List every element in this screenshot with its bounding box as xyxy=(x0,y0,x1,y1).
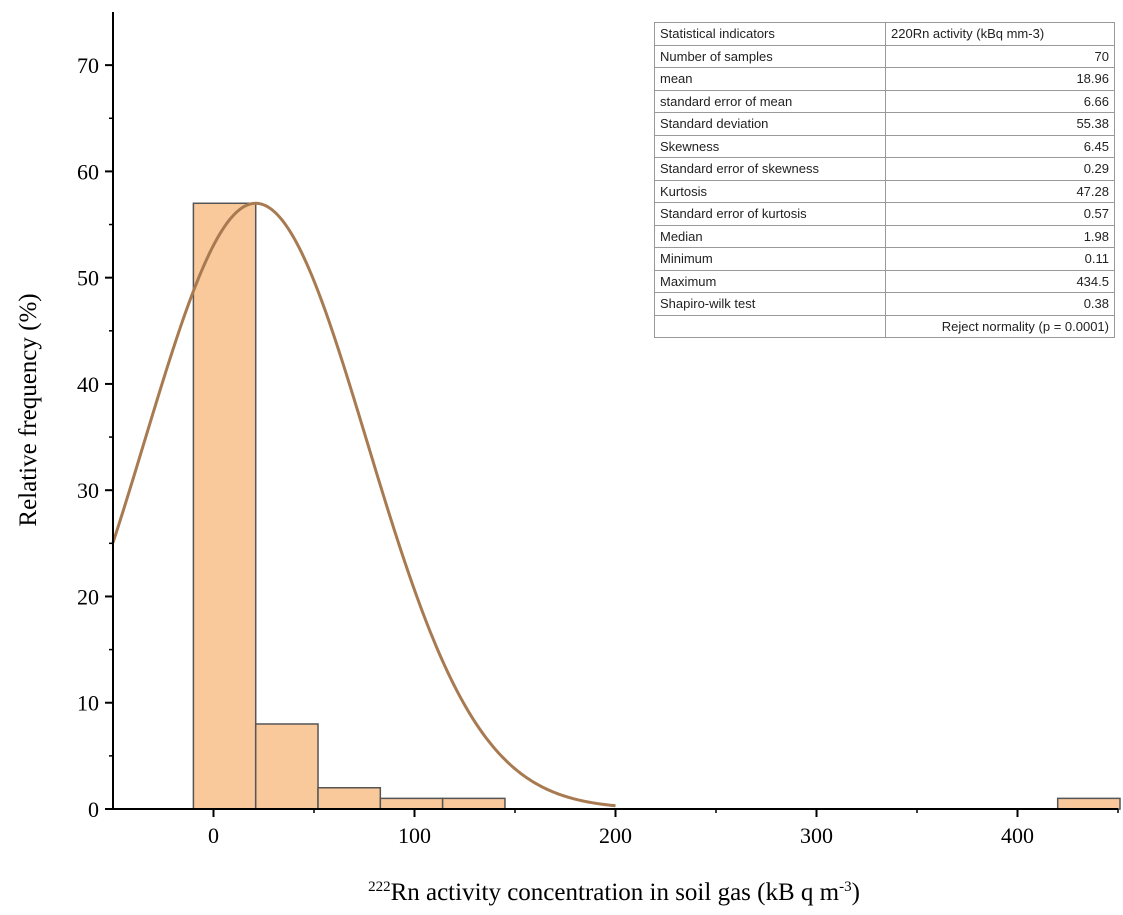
stats-label-cell: Standard error of skewness xyxy=(654,157,886,181)
stats-value-cell: 47.28 xyxy=(885,179,1115,203)
y-tick-label: 40 xyxy=(77,372,99,397)
stats-value-cell: 1.98 xyxy=(885,224,1115,248)
stats-row: Kurtosis 47.28 xyxy=(654,179,1115,203)
stats-row: Shapiro-wilk test 0.38 xyxy=(654,292,1115,316)
x-tick-label: 0 xyxy=(208,823,219,848)
x-axis-title-unit-superscript: -3 xyxy=(839,879,852,895)
stats-value-cell: 55.38 xyxy=(885,112,1115,136)
stats-row: standard error of mean 6.66 xyxy=(654,89,1115,113)
stats-value-cell: 0.57 xyxy=(885,202,1115,226)
x-axis-title-main: Rn activity concentration in soil gas (k… xyxy=(391,879,840,906)
y-tick-label: 50 xyxy=(77,266,99,291)
stats-label-cell: standard error of mean xyxy=(654,89,886,113)
stats-row: Number of samples 70 xyxy=(654,44,1115,68)
x-tick-label: 200 xyxy=(599,823,632,848)
stats-row: Minimum 0.11 xyxy=(654,247,1115,271)
stats-row: Standard deviation 55.38 xyxy=(654,112,1115,136)
stats-value-cell: 0.11 xyxy=(885,247,1115,271)
y-tick-label: 10 xyxy=(77,691,99,716)
y-tick-label: 60 xyxy=(77,159,99,184)
histogram-bars xyxy=(192,202,1121,810)
y-axis-ticks: 0 10 20 30 40 50 60 70 xyxy=(77,53,113,822)
stats-label-cell xyxy=(654,314,886,338)
stats-value-cell: 6.45 xyxy=(885,134,1115,158)
y-tick-label: 30 xyxy=(77,478,99,503)
stats-value-cell: 18.96 xyxy=(885,67,1115,91)
stats-value-cell: 6.66 xyxy=(885,89,1115,113)
stats-row: Skewness 6.45 xyxy=(654,134,1115,158)
y-tick-label: 70 xyxy=(77,53,99,78)
stats-row: Standard error of skewness 0.29 xyxy=(654,157,1115,181)
x-tick-label: 400 xyxy=(1001,823,1034,848)
stats-label-cell: Statistical indicators xyxy=(654,22,886,46)
stats-label-cell: Median xyxy=(654,224,886,248)
x-axis-title-superscript: 222 xyxy=(368,879,391,895)
stats-label-cell: Maximum xyxy=(654,269,886,293)
histogram-bar-5 xyxy=(1056,797,1121,810)
stats-label-cell: Number of samples xyxy=(654,44,886,68)
stats-label-cell: Skewness xyxy=(654,134,886,158)
stats-label-cell: Shapiro-wilk test xyxy=(654,292,886,316)
stats-label-cell: Minimum xyxy=(654,247,886,271)
statistics-table: Statistical indicators 220Rn activity (kB… xyxy=(654,22,1115,338)
stats-value-cell: 0.38 xyxy=(885,292,1115,316)
y-tick-label: 0 xyxy=(88,797,99,822)
stats-row: mean 18.96 xyxy=(654,67,1115,91)
histogram-bar-1 xyxy=(254,723,319,810)
stats-label-cell: Kurtosis xyxy=(654,179,886,203)
stats-value-cell: Reject normality (p = 0.0001) xyxy=(885,314,1115,338)
stats-row: Reject normality (p = 0.0001) xyxy=(654,314,1115,338)
y-tick-label: 20 xyxy=(77,584,99,609)
normal-fit-curve xyxy=(111,201,616,808)
x-axis-title: 222Rn activity concentration in soil gas… xyxy=(368,879,860,906)
stats-row: Median 1.98 xyxy=(654,224,1115,248)
stats-value-cell: 434.5 xyxy=(885,269,1115,293)
histogram-bar-2 xyxy=(317,786,382,810)
histogram-bar-4 xyxy=(441,797,506,810)
stats-label-cell: mean xyxy=(654,67,886,91)
histogram-bar-0 xyxy=(192,202,257,810)
x-tick-label: 100 xyxy=(398,823,431,848)
stats-row: Standard error of kurtosis 0.57 xyxy=(654,202,1115,226)
x-axis-ticks: 0 100 200 300 400 xyxy=(208,809,1119,848)
x-tick-label: 300 xyxy=(800,823,833,848)
stats-row: Maximum 434.5 xyxy=(654,269,1115,293)
y-axis-title: Relative frequency (%) xyxy=(15,293,42,526)
stats-label-cell: Standard error of kurtosis xyxy=(654,202,886,226)
stats-value-cell: 0.29 xyxy=(885,157,1115,181)
stats-header-row: Statistical indicators 220Rn activity (kB… xyxy=(654,22,1115,46)
stats-value-cell: 70 xyxy=(885,44,1115,68)
histogram-bar-3 xyxy=(379,797,444,810)
stats-value-cell: 220Rn activity (kBq mm-3) xyxy=(885,22,1115,46)
stats-label-cell: Standard deviation xyxy=(654,112,886,136)
x-axis-title-end: ) xyxy=(852,879,860,906)
